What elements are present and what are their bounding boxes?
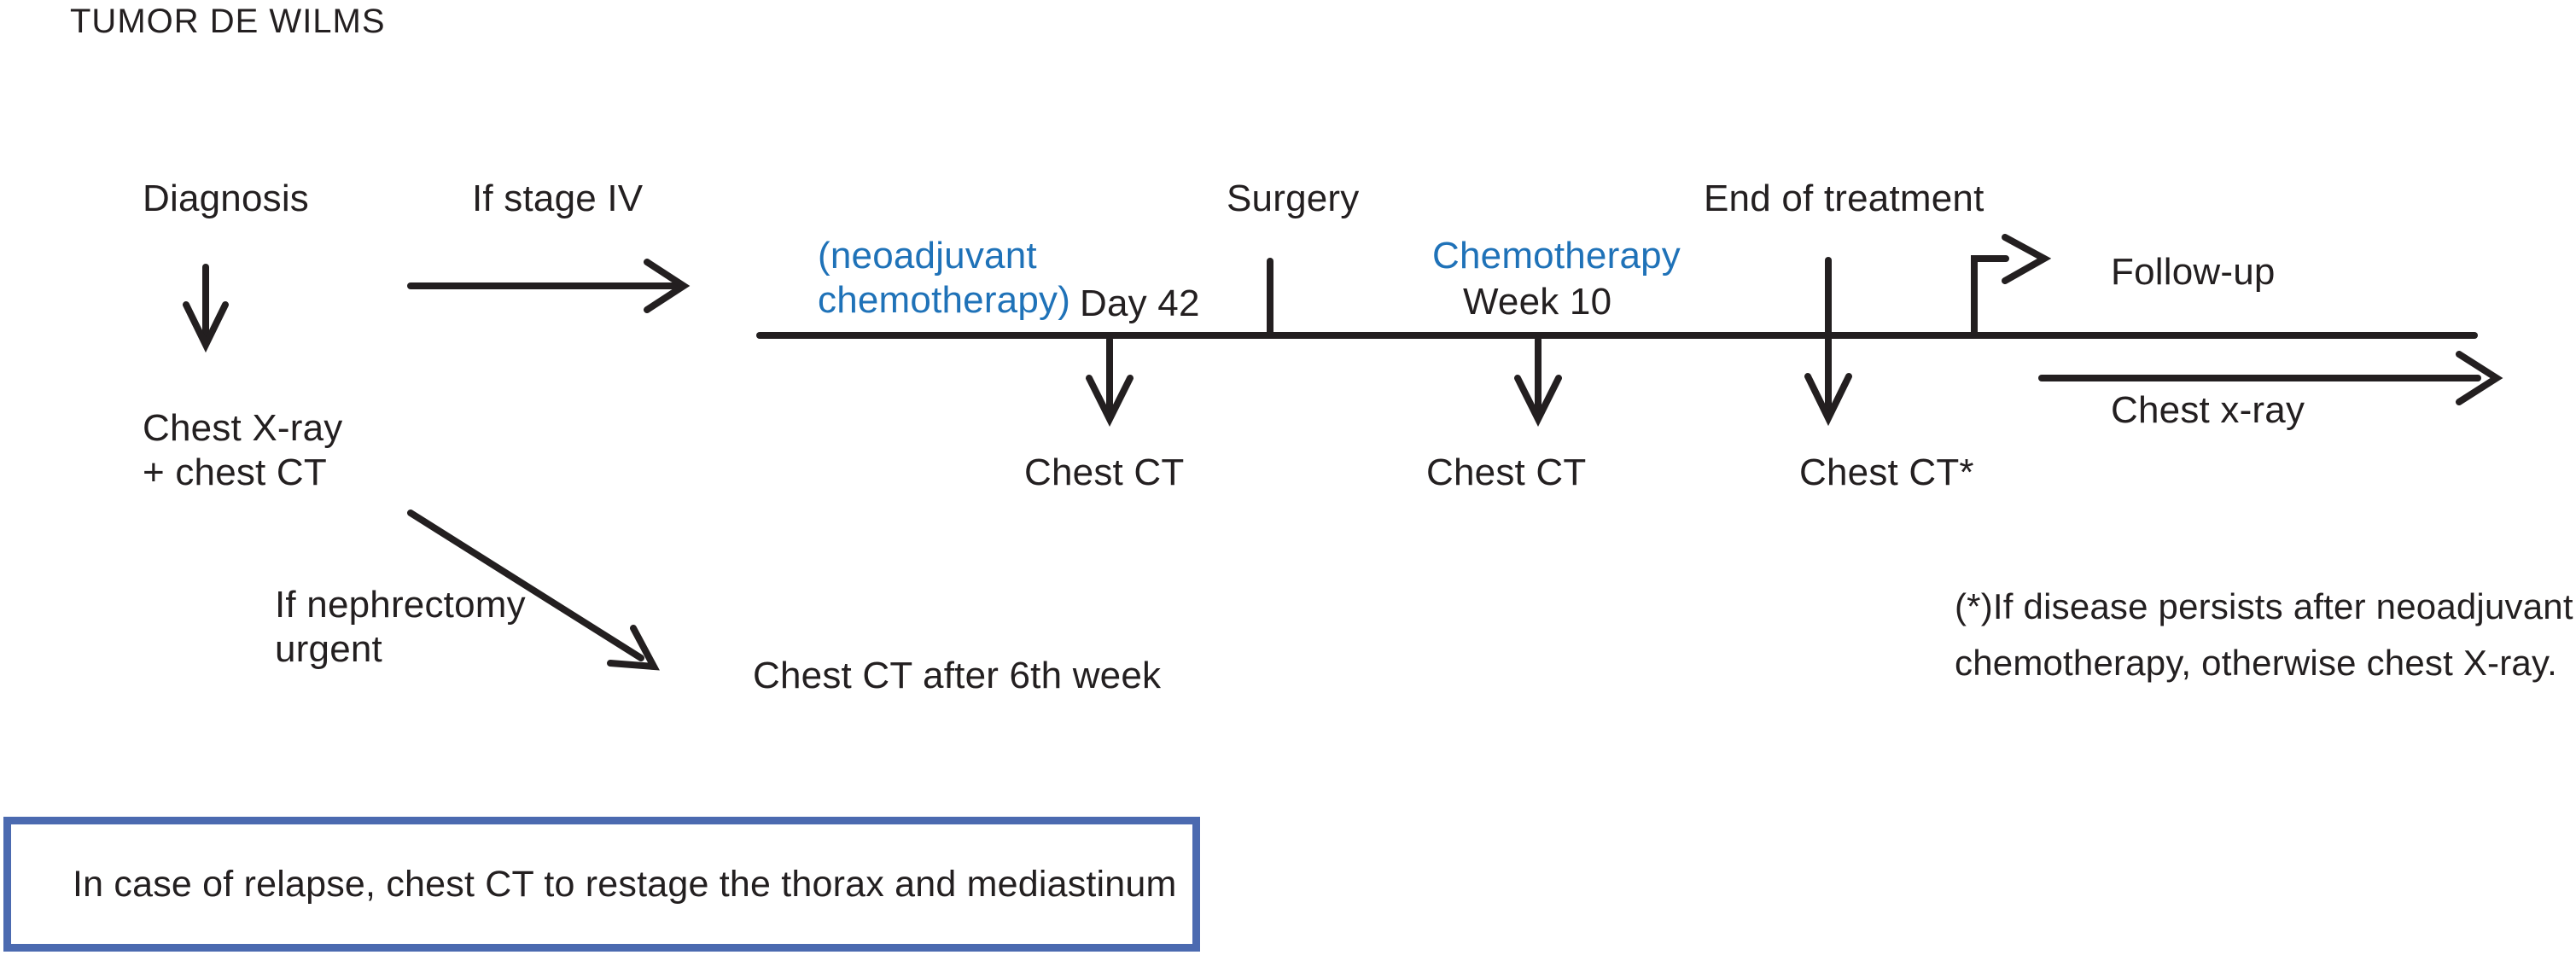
- chest-xray-ct-label: Chest X-ray + chest CT: [143, 406, 343, 495]
- diagnosis-label: Diagnosis: [143, 178, 310, 219]
- if-nephrectomy-line1: If nephrectomy: [275, 584, 526, 626]
- stage-iv-right-arrow-icon: [407, 259, 691, 313]
- chest-xray-followup-label: Chest x-ray: [2111, 389, 2305, 431]
- figure-title: TUMOR DE WILMS: [70, 3, 386, 40]
- nephrectomy-diagonal-arrow-icon: [407, 510, 660, 671]
- footnote: (*)If disease persists after neoadjuvant…: [1955, 579, 2573, 691]
- relapse-note-text: In case of relapse, chest CT to restage …: [73, 863, 1177, 905]
- chest-ct-end-label: Chest CT*: [1799, 451, 1974, 493]
- if-nephrectomy-line2: urgent: [275, 628, 382, 670]
- follow-up-bent-arrow-icon: [1971, 234, 2052, 336]
- end-of-treatment-down-arrow-icon: [1804, 257, 1852, 427]
- chest-ct-week10-label: Chest CT: [1426, 451, 1587, 493]
- week10-down-arrow-icon: [1514, 336, 1562, 427]
- footnote-line2: chemotherapy, otherwise chest X-ray.: [1955, 643, 2557, 683]
- week-10-label: Week 10: [1463, 281, 1612, 323]
- follow-up-label: Follow-up: [2111, 251, 2276, 293]
- diagnosis-down-arrow-icon: [183, 264, 229, 353]
- if-nephrectomy-label: If nephrectomy urgent: [275, 583, 526, 672]
- relapse-note-box: In case of relapse, chest CT to restage …: [3, 817, 1200, 952]
- end-of-treatment-label: End of treatment: [1704, 178, 1984, 219]
- follow-up-xray-right-arrow-icon: [2038, 351, 2503, 405]
- if-stage-iv-label: If stage IV: [472, 178, 644, 219]
- chest-xray-ct-line1: Chest X-ray: [143, 407, 343, 449]
- chemotherapy-label: Chemotherapy: [1432, 235, 1681, 277]
- day42-down-arrow-icon: [1086, 336, 1134, 427]
- chest-ct-day42-label: Chest CT: [1024, 451, 1185, 493]
- neoadjuvant-line2: chemotherapy): [818, 279, 1071, 321]
- surgery-label: Surgery: [1227, 178, 1360, 219]
- chest-ct-6th-week-label: Chest CT after 6th week: [753, 655, 1162, 696]
- neoadjuvant-line1: (neoadjuvant: [818, 235, 1037, 277]
- footnote-line1: (*)If disease persists after neoadjuvant: [1955, 586, 2573, 626]
- chest-xray-ct-line2: + chest CT: [143, 451, 327, 493]
- day-42-label: Day 42: [1080, 282, 1200, 324]
- neoadjuvant-chemotherapy-label: (neoadjuvant chemotherapy): [818, 234, 1070, 323]
